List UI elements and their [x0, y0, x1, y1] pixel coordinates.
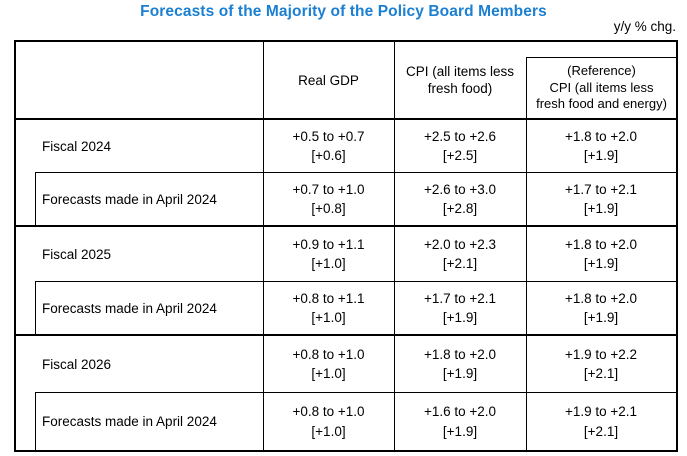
- gdp-value-cell: +0.8 to +1.0 [+1.0]: [263, 393, 394, 450]
- median-forecast: [+1.0]: [311, 366, 346, 381]
- table-row: Fiscal 2024 +0.5 to +0.7 [+0.6] +2.5 to …: [16, 120, 676, 172]
- subrow-divider: [35, 281, 676, 282]
- table-row: Forecasts made in April 2024 +0.8 to +1.…: [16, 393, 676, 450]
- forecast-range: +1.8 to +2.0: [423, 346, 497, 362]
- forecast-range: +0.8 to +1.0: [292, 346, 365, 362]
- cpi-reference-value-cell: +1.9 to +2.1 [+2.1]: [526, 393, 676, 450]
- row-label: Forecasts made in April 2024: [42, 191, 217, 207]
- column-divider: [263, 42, 264, 450]
- forecast-range: +1.9 to +2.1: [564, 404, 638, 419]
- header-bottom-divider: [16, 118, 676, 120]
- subrow-divider: [35, 172, 676, 173]
- forecast-range: +0.7 to +1.0: [292, 181, 365, 197]
- forecast-range: +0.8 to +1.0: [292, 404, 365, 419]
- reference-box-top-edge: [526, 57, 676, 58]
- column-header-cpi: CPI (all items less fresh food): [405, 64, 515, 96]
- cpi-reference-value-cell: +1.7 to +2.1 [+1.9]: [526, 173, 676, 225]
- gdp-value-cell: +0.9 to +1.1 [+1.0]: [263, 227, 394, 281]
- forecast-range: +1.9 to +2.2: [564, 346, 638, 362]
- forecast-range: +0.8 to +1.1: [292, 290, 365, 306]
- cpi-reference-value-cell: +1.9 to +2.2 [+2.1]: [526, 336, 676, 392]
- table-row: Forecasts made in April 2024 +0.8 to +1.…: [16, 282, 676, 334]
- forecast-range: +1.8 to +2.0: [564, 290, 638, 306]
- column-header-cpi-reference: (Reference) CPI (all items less fresh fo…: [536, 63, 667, 112]
- median-forecast: [+1.9]: [583, 256, 619, 271]
- forecast-range: +1.8 to +2.0: [564, 236, 638, 252]
- median-forecast: [+1.0]: [311, 310, 346, 325]
- forecast-range: +0.5 to +0.7: [292, 128, 365, 144]
- forecast-range: +1.6 to +2.0: [423, 404, 497, 419]
- row-label: Forecasts made in April 2024: [42, 414, 217, 429]
- cpi-value-cell: +2.0 to +2.3 [+2.1]: [394, 227, 526, 281]
- row-label: Fiscal 2024: [42, 138, 112, 154]
- row-label: Fiscal 2025: [42, 246, 112, 262]
- table-row: Forecasts made in April 2024 +0.7 to +1.…: [16, 173, 676, 225]
- column-header-real-gdp: Real GDP: [298, 72, 359, 88]
- forecast-range: +2.5 to +2.6: [423, 128, 497, 144]
- gdp-value-cell: +0.8 to +1.0 [+1.0]: [263, 336, 394, 392]
- median-forecast: [+2.8]: [442, 201, 478, 216]
- forecast-table: Real GDP CPI (all items less fresh food)…: [14, 40, 678, 452]
- median-forecast: [+1.9]: [442, 310, 478, 325]
- gdp-value-cell: +0.7 to +1.0 [+0.8]: [263, 173, 394, 225]
- subrow-left-edge: [35, 392, 36, 450]
- cpi-value-cell: +2.5 to +2.6 [+2.5]: [394, 120, 526, 172]
- row-label: Forecasts made in April 2024: [42, 300, 217, 316]
- median-forecast: [+1.9]: [442, 423, 478, 439]
- subrow-left-edge: [35, 281, 36, 336]
- median-forecast: [+1.0]: [311, 256, 346, 271]
- table-row: Fiscal 2025 +0.9 to +1.1 [+1.0] +2.0 to …: [16, 227, 676, 281]
- gdp-value-cell: +0.5 to +0.7 [+0.6]: [263, 120, 394, 172]
- median-forecast: [+1.9]: [583, 148, 619, 163]
- forecast-range: +0.9 to +1.1: [292, 236, 365, 252]
- cpi-reference-value-cell: +1.8 to +2.0 [+1.9]: [526, 120, 676, 172]
- median-forecast: [+0.8]: [311, 201, 346, 216]
- row-label: Fiscal 2026: [42, 356, 112, 372]
- cpi-reference-value-cell: +1.8 to +2.0 [+1.9]: [526, 282, 676, 334]
- median-forecast: [+2.5]: [442, 148, 478, 163]
- cpi-value-cell: +1.6 to +2.0 [+1.9]: [394, 393, 526, 450]
- median-forecast: [+1.9]: [583, 310, 619, 325]
- cpi-reference-value-cell: +1.8 to +2.0 [+1.9]: [526, 227, 676, 281]
- cpi-value-cell: +1.7 to +2.1 [+1.9]: [394, 282, 526, 334]
- median-forecast: [+0.6]: [311, 148, 346, 163]
- gdp-value-cell: +0.8 to +1.1 [+1.0]: [263, 282, 394, 334]
- median-forecast: [+1.0]: [311, 423, 346, 439]
- cpi-value-cell: +1.8 to +2.0 [+1.9]: [394, 336, 526, 392]
- section-divider: [16, 225, 676, 227]
- column-divider: [526, 57, 527, 450]
- section-divider: [16, 334, 676, 336]
- cpi-value-cell: +2.6 to +3.0 [+2.8]: [394, 173, 526, 225]
- column-divider: [394, 42, 395, 450]
- forecast-range: +1.7 to +2.1: [423, 290, 497, 306]
- forecast-range: +2.6 to +3.0: [423, 181, 497, 197]
- unit-note: y/y % chg.: [613, 19, 676, 34]
- median-forecast: [+1.9]: [442, 366, 478, 381]
- table-row: Fiscal 2026 +0.8 to +1.0 [+1.0] +1.8 to …: [16, 336, 676, 392]
- forecast-range: +1.7 to +2.1: [564, 181, 638, 197]
- median-forecast: [+1.9]: [583, 201, 619, 216]
- median-forecast: [+2.1]: [442, 256, 478, 271]
- median-forecast: [+2.1]: [583, 423, 619, 439]
- median-forecast: [+2.1]: [583, 366, 619, 381]
- forecast-range: +1.8 to +2.0: [564, 128, 638, 144]
- subrow-divider: [35, 392, 676, 393]
- forecast-range: +2.0 to +2.3: [423, 236, 497, 252]
- subrow-left-edge: [35, 172, 36, 227]
- report-title: Forecasts of the Majority of the Policy …: [140, 3, 547, 20]
